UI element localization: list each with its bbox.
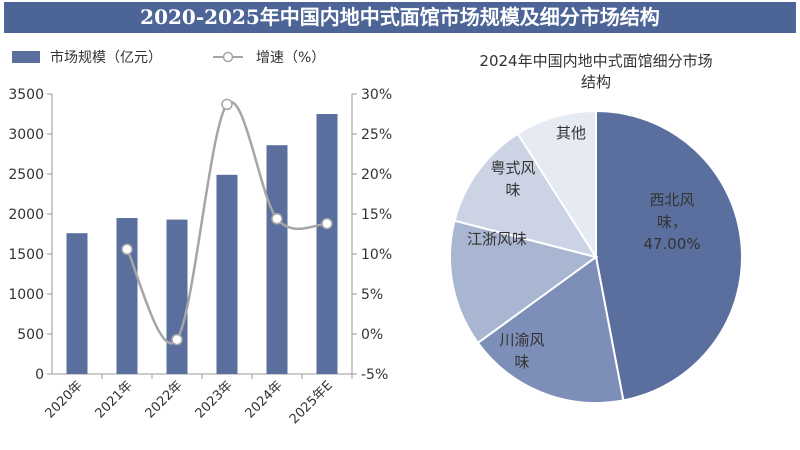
legend-bar-label: 市场规模（亿元） xyxy=(50,49,162,66)
left-tick-label: 3500 xyxy=(8,87,44,103)
x-tick-label: 2020年 xyxy=(43,378,86,421)
pie-slice-label: 西北风味， xyxy=(649,191,694,231)
legend-line-marker xyxy=(222,51,234,63)
pie-slice xyxy=(476,255,625,404)
bar xyxy=(166,219,188,374)
line-point xyxy=(321,217,333,230)
line-point xyxy=(221,98,233,111)
line-point xyxy=(171,333,183,346)
legend: 市场规模（亿元） 增速（%） xyxy=(12,49,325,66)
x-tick-label: 2021年 xyxy=(93,378,136,421)
bar xyxy=(316,114,338,374)
legend-bar-swatch xyxy=(12,51,40,63)
bar xyxy=(266,145,288,374)
line-point xyxy=(121,243,133,255)
pie-labels: 西北风味， 47.00% 川渝风味 江浙风味 粤式风味 其他 xyxy=(467,124,701,371)
right-tick-label: 25% xyxy=(361,127,392,143)
pie-title-line: 2024年中国内地中式面馆细分市场 xyxy=(479,52,712,70)
bar xyxy=(216,174,238,374)
right-tick-label: -5% xyxy=(361,367,388,383)
left-axis: 0 500 1000 1500 2000 2500 3000 3500 xyxy=(8,87,53,383)
right-tick-label: 10% xyxy=(361,247,392,263)
pie-slice-label: 其他 xyxy=(556,124,586,142)
combo-chart: 市场规模（亿元） 增速（%） 0 500 1000 1500 2000 2500 3000 3… xyxy=(8,49,392,427)
left-tick-label: 1500 xyxy=(8,247,44,263)
left-tick-label: 2000 xyxy=(8,207,44,223)
bar-series xyxy=(66,114,338,374)
x-tick-label: 2024年 xyxy=(243,378,286,421)
pie-slice xyxy=(453,132,599,259)
left-tick-label: 0 xyxy=(35,367,44,383)
line-point xyxy=(271,213,283,225)
pie-slice-label: 江浙风味 xyxy=(467,230,527,248)
left-tick-label: 500 xyxy=(17,327,44,343)
left-tick-label: 3000 xyxy=(8,127,44,143)
bar xyxy=(116,218,138,374)
pie-slice-label: 川渝风味 xyxy=(499,331,544,371)
right-tick-label: 15% xyxy=(361,207,392,223)
pie-slice xyxy=(449,219,599,345)
pie-title-line: 结构 xyxy=(581,73,611,91)
pie-slice-value: 47.00% xyxy=(643,235,700,253)
x-tick-label: 2022年 xyxy=(143,378,186,421)
left-tick-label: 1000 xyxy=(8,287,44,303)
right-tick-label: 0% xyxy=(361,327,383,343)
right-tick-label: 30% xyxy=(361,87,392,103)
banner-title: 2020-2025年中国内地中式面馆市场规模及细分市场结构 xyxy=(4,2,796,33)
pie-slice xyxy=(516,109,597,261)
line-series xyxy=(121,98,333,346)
right-tick-label: 20% xyxy=(361,167,392,183)
right-axis: -5% 0% 5% 10% 15% 20% 25% 30% xyxy=(351,87,392,383)
pie-slice-label: 粤式风味 xyxy=(490,159,535,199)
x-axis-labels: 2020年 2021年 2022年 2023年 2024年 2025年E xyxy=(43,374,353,427)
right-tick-label: 5% xyxy=(361,287,383,303)
bar xyxy=(66,233,88,374)
pie-slices xyxy=(449,109,743,404)
x-tick-label: 2023年 xyxy=(193,378,236,421)
x-tick-label: 2025年E xyxy=(287,378,336,427)
left-tick-label: 2500 xyxy=(8,167,44,183)
legend-line-label: 增速（%） xyxy=(256,50,325,66)
pie-slice xyxy=(595,109,743,402)
